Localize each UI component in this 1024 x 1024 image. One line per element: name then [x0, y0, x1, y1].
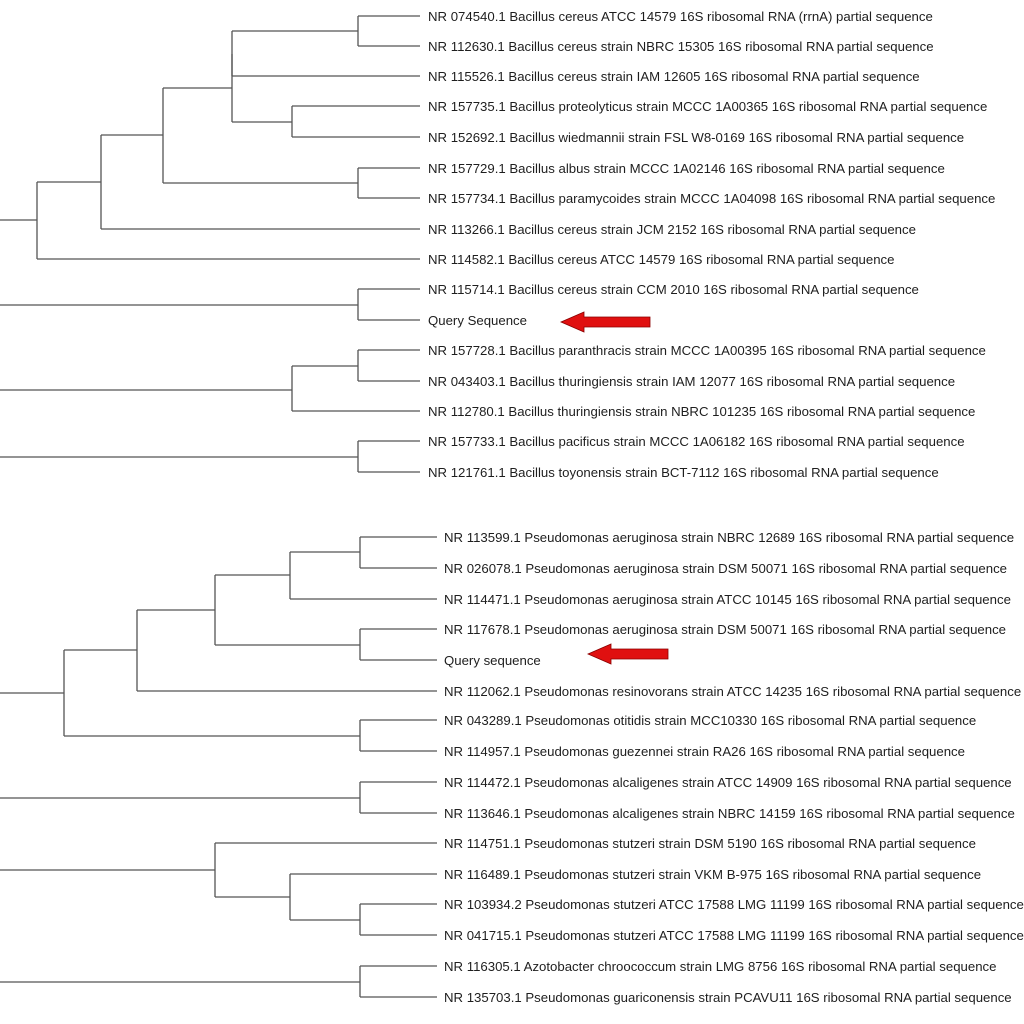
- leaf-label: NR 074540.1 Bacillus cereus ATCC 14579 1…: [428, 9, 933, 24]
- leaf-label: NR 114957.1 Pseudomonas guezennei strain…: [444, 744, 965, 759]
- query-arrow-icon: [559, 311, 651, 333]
- pseudomonas-tree-leaf-labels: NR 113599.1 Pseudomonas aeruginosa strai…: [444, 530, 1024, 1005]
- leaf-label: NR 114471.1 Pseudomonas aeruginosa strai…: [444, 592, 1011, 607]
- leaf-label: NR 041715.1 Pseudomonas stutzeri ATCC 17…: [444, 928, 1024, 943]
- leaf-label: NR 121761.1 Bacillus toyonensis strain B…: [428, 465, 939, 480]
- leaf-label: NR 157735.1 Bacillus proteolyticus strai…: [428, 99, 987, 114]
- leaf-label: NR 117678.1 Pseudomonas aeruginosa strai…: [444, 622, 1006, 637]
- leaf-label: NR 043289.1 Pseudomonas otitidis strain …: [444, 713, 976, 728]
- query-sequence-label: Query Sequence: [428, 313, 527, 328]
- leaf-label: NR 114582.1 Bacillus cereus ATCC 14579 1…: [428, 252, 894, 267]
- leaf-label: NR 103934.2 Pseudomonas stutzeri ATCC 17…: [444, 897, 1024, 912]
- leaf-label: NR 112062.1 Pseudomonas resinovorans str…: [444, 684, 1021, 699]
- query-sequence-label: Query sequence: [444, 653, 541, 668]
- leaf-label: NR 157729.1 Bacillus albus strain MCCC 1…: [428, 161, 945, 176]
- leaf-label: NR 114751.1 Pseudomonas stutzeri strain …: [444, 836, 976, 851]
- leaf-label: NR 113266.1 Bacillus cereus strain JCM 2…: [428, 222, 916, 237]
- query-arrow-icon: [586, 643, 669, 665]
- leaf-label: NR 116305.1 Azotobacter chroococcum stra…: [444, 959, 996, 974]
- leaf-label: NR 135703.1 Pseudomonas guariconensis st…: [444, 990, 1012, 1005]
- bacillus-tree: NR 074540.1 Bacillus cereus ATCC 14579 1…: [0, 9, 995, 480]
- leaf-label: NR 116489.1 Pseudomonas stutzeri strain …: [444, 867, 981, 882]
- leaf-label: NR 115714.1 Bacillus cereus strain CCM 2…: [428, 282, 919, 297]
- leaf-label: NR 026078.1 Pseudomonas aeruginosa strai…: [444, 561, 1007, 576]
- pseudomonas-tree-branches: [0, 536, 437, 998]
- bacillus-tree-leaf-labels: NR 074540.1 Bacillus cereus ATCC 14579 1…: [428, 9, 995, 480]
- leaf-label: NR 112780.1 Bacillus thuringiensis strai…: [428, 404, 975, 419]
- leaf-label: NR 115526.1 Bacillus cereus strain IAM 1…: [428, 69, 920, 84]
- leaf-label: NR 112630.1 Bacillus cereus strain NBRC …: [428, 39, 934, 54]
- leaf-label: NR 157734.1 Bacillus paramycoides strain…: [428, 191, 995, 206]
- leaf-label: NR 157733.1 Bacillus pacificus strain MC…: [428, 434, 965, 449]
- leaf-label: NR 113646.1 Pseudomonas alcaligenes stra…: [444, 806, 1015, 821]
- bacillus-tree-branches: [0, 15, 420, 473]
- leaf-label: NR 114472.1 Pseudomonas alcaligenes stra…: [444, 775, 1012, 790]
- leaf-label: NR 113599.1 Pseudomonas aeruginosa strai…: [444, 530, 1014, 545]
- leaf-label: NR 157728.1 Bacillus paranthracis strain…: [428, 343, 986, 358]
- leaf-label: NR 043403.1 Bacillus thuringiensis strai…: [428, 374, 955, 389]
- leaf-label: NR 152692.1 Bacillus wiedmannii strain F…: [428, 130, 964, 145]
- pseudomonas-tree: NR 113599.1 Pseudomonas aeruginosa strai…: [0, 530, 1024, 1005]
